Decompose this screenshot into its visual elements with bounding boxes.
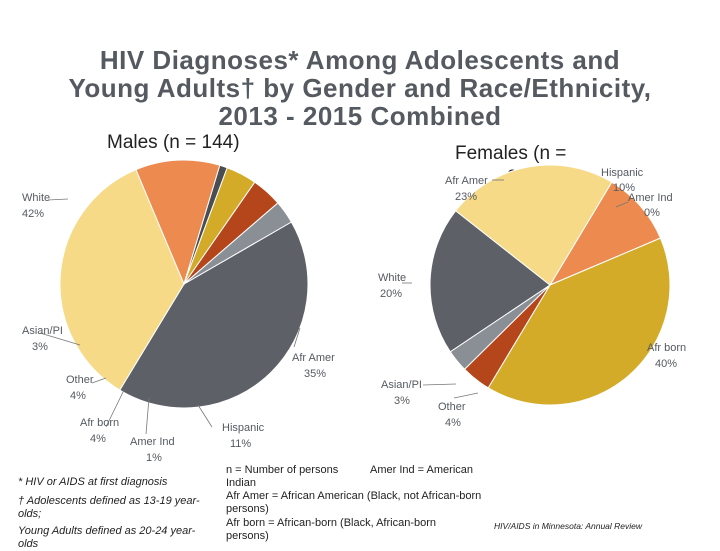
footnotes: * HIV or AIDS at first diagnosis † Adole… bbox=[18, 476, 214, 551]
male-slice-asian-pi bbox=[183, 202, 293, 285]
leader-male-amerind bbox=[145, 397, 150, 435]
male-label-afrborn-pct: 4% bbox=[90, 433, 106, 445]
leader-male-other bbox=[91, 377, 107, 384]
female-label-white-pct: 20% bbox=[380, 288, 402, 300]
source-note: HIV/AIDS in Minnesota: Annual Review bbox=[494, 521, 643, 531]
legend-afr-born-definition: Afr born = African-born (Black, African-… bbox=[226, 517, 437, 542]
male-slice-white bbox=[119, 221, 309, 409]
leader-male-hispanic bbox=[197, 404, 213, 428]
male-label-amerind-name: Amer Ind bbox=[130, 436, 175, 448]
footnote-dagger-2: Young Adults defined as 20-24 year-olds bbox=[18, 525, 196, 550]
female-label-afrborn-name: Afr born bbox=[647, 342, 686, 354]
male-label-aframer-name: Afr Amer bbox=[292, 352, 335, 364]
leader-lines bbox=[39, 179, 629, 435]
male-label-white-pct: 42% bbox=[22, 208, 44, 220]
female-label-amerind-name: Amer Ind bbox=[628, 192, 673, 204]
female-slice-afr-born bbox=[487, 237, 671, 406]
title-line-3: 2013 - 2015 Combined bbox=[218, 101, 502, 131]
title-line-1: HIV Diagnoses* Among Adolescents and bbox=[99, 45, 621, 75]
male-label-hispanic-name: Hispanic bbox=[222, 422, 265, 434]
females-pie-title-line-1: Females (n = bbox=[455, 143, 567, 164]
female-label-white-name: White bbox=[378, 272, 406, 284]
males-pie-title: Males (n = 144) bbox=[107, 132, 240, 153]
female-slice-afr-amer bbox=[454, 164, 613, 286]
leader-female-amerind bbox=[615, 201, 629, 208]
female-label-aframer-pct: 23% bbox=[455, 191, 477, 203]
male-slice-hispanic bbox=[135, 159, 221, 286]
males-pie bbox=[59, 159, 309, 409]
leader-male-aframer bbox=[293, 327, 301, 348]
females-pie bbox=[429, 164, 671, 406]
female-label-afrborn-pct: 40% bbox=[655, 358, 677, 370]
legend-amer-ind-definition: Amer Ind = American Indian bbox=[226, 464, 474, 489]
leader-male-afrborn bbox=[105, 389, 125, 428]
female-label-aframer-name: Afr Amer bbox=[445, 175, 488, 187]
female-slice-white bbox=[429, 210, 551, 353]
footnote-dagger-1: † Adolescents defined as 13-19 year-olds… bbox=[18, 495, 200, 520]
male-label-aframer-pct: 35% bbox=[304, 368, 326, 380]
female-label-amerind-pct: 0% bbox=[644, 207, 660, 219]
female-label-other-pct: 4% bbox=[445, 417, 461, 429]
leader-female-asian bbox=[422, 383, 457, 386]
male-label-afrborn-name: Afr born bbox=[80, 417, 119, 429]
leader-male-asian bbox=[39, 332, 81, 346]
legend-n-definition: n = Number of persons bbox=[226, 464, 339, 476]
leader-male-white bbox=[47, 198, 69, 201]
footnote-asterisk: * HIV or AIDS at first diagnosis bbox=[18, 476, 168, 488]
female-label-asian-pct: 3% bbox=[394, 395, 410, 407]
male-label-other-pct: 4% bbox=[70, 390, 86, 402]
male-label-other-name: Other bbox=[66, 374, 94, 386]
female-label-asian-name: Asian/PI bbox=[381, 379, 422, 391]
male-label-hispanic-pct: 11% bbox=[230, 438, 251, 450]
leader-female-other bbox=[453, 392, 479, 399]
female-label-hispanic-pct: 10% bbox=[613, 182, 635, 194]
male-slice-afr-amer bbox=[59, 169, 185, 391]
title-line-2: Young Adults† by Gender and Race/Ethnici… bbox=[68, 73, 652, 103]
male-label-asian-name: Asian/PI bbox=[22, 325, 63, 337]
female-slice-hispanic bbox=[548, 181, 662, 287]
male-label-amerind-pct: 1% bbox=[146, 452, 162, 464]
chart-title: HIV Diagnoses* Among Adolescents and You… bbox=[0, 46, 720, 130]
legend-afr-amer-definition: Afr Amer = African American (Black, not … bbox=[226, 490, 482, 515]
male-label-asian-pct: 3% bbox=[32, 341, 48, 353]
male-label-white-name: White bbox=[22, 192, 50, 204]
female-label-hispanic-name: Hispanic bbox=[601, 167, 644, 179]
female-label-other-name: Other bbox=[438, 401, 466, 413]
